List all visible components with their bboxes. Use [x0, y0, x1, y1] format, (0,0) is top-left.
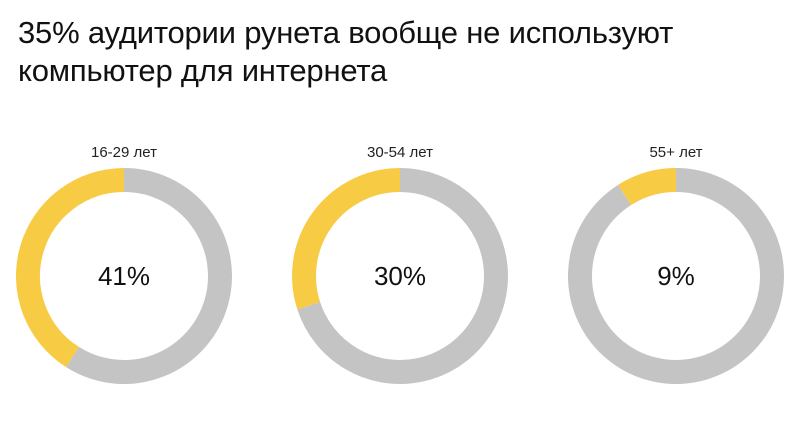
slice-highlight — [292, 168, 401, 310]
center-value-label: 41% — [98, 261, 150, 291]
slice-rest — [568, 168, 784, 384]
page-title-line-1: 35% аудитории рунета вообще не использую… — [18, 15, 674, 50]
slice-rest — [66, 168, 232, 384]
chart-title: 55+ лет — [649, 144, 702, 161]
page-title: 35% аудитории рунета вообще не использую… — [18, 14, 778, 90]
slice-rest — [297, 168, 508, 384]
donut-chart-2: 30-54 лет 30% — [292, 144, 508, 384]
center-value-label: 30% — [374, 261, 426, 291]
donut-chart-3: 55+ лет 9% — [568, 144, 784, 384]
donut-chart-1: 16-29 лет 41% — [16, 144, 232, 384]
slice-highlight — [16, 168, 125, 368]
slice-highlight — [618, 168, 677, 206]
chart-title: 30-54 лет — [367, 144, 433, 161]
page-title-line-2: компьютер для интернета — [18, 53, 388, 88]
chart-title: 16-29 лет — [91, 144, 157, 161]
center-value-label: 9% — [657, 261, 695, 291]
